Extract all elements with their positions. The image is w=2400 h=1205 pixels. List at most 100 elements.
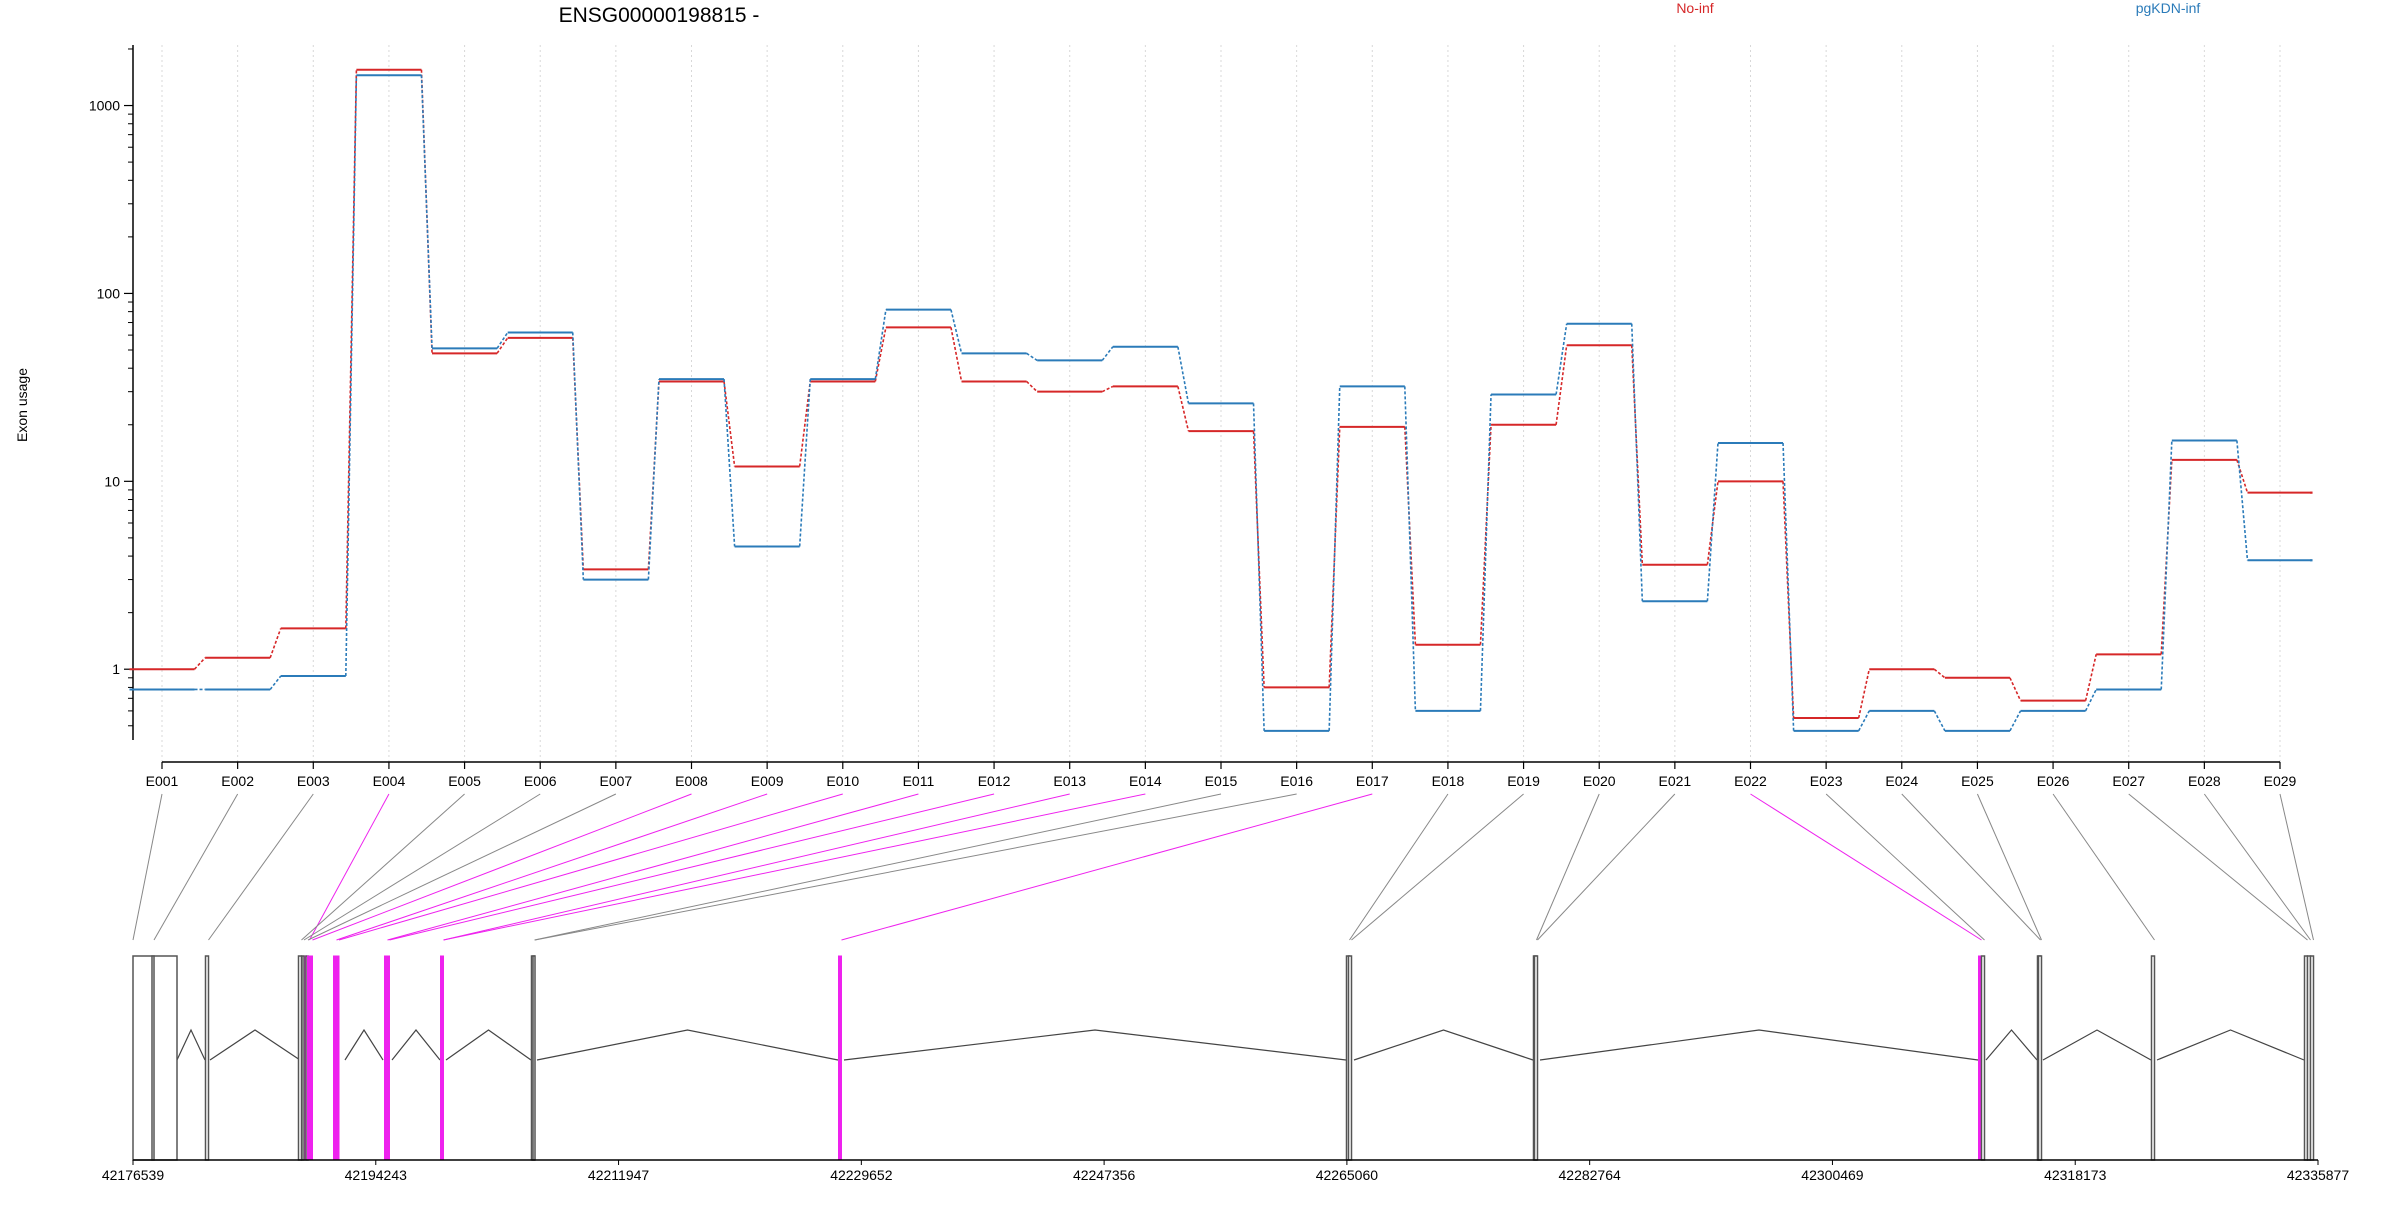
series-connector — [345, 75, 358, 677]
exon-block — [2037, 955, 2043, 1161]
exon-connector — [534, 793, 1297, 941]
series-connector — [950, 327, 963, 382]
exon-block — [2309, 955, 2315, 1161]
exon-connector — [443, 793, 1070, 941]
exon-connector — [303, 793, 541, 941]
exon-connector — [312, 793, 692, 941]
y-tick-label: 100 — [97, 285, 121, 301]
x-tick-label: E005 — [448, 773, 481, 789]
series-connector — [1026, 380, 1038, 393]
intron-line — [536, 1029, 839, 1061]
chart-title: ENSG00000198815 - — [559, 4, 760, 27]
exon-connector — [841, 793, 1373, 941]
series-connector — [1555, 323, 1568, 395]
exon-block — [440, 955, 444, 1161]
series-connector — [1857, 669, 1871, 719]
intron-line — [209, 1029, 301, 1061]
exon-connector — [1976, 793, 2042, 941]
exon-block — [838, 955, 842, 1161]
y-tick-label: 1 — [112, 661, 120, 677]
series-connector — [1555, 345, 1568, 425]
intron-line — [176, 1028, 206, 1061]
x-tick-label: E029 — [2264, 773, 2297, 789]
x-tick-label: E024 — [1885, 773, 1918, 789]
exon-block — [1533, 955, 1539, 1161]
series-connector — [1026, 352, 1038, 362]
series-connector — [2084, 654, 2097, 701]
x-tick-label: E012 — [978, 773, 1011, 789]
series-connector — [1706, 442, 1719, 602]
series-connector — [2236, 440, 2249, 561]
x-tick-label: E009 — [751, 773, 784, 789]
series-connector — [1101, 346, 1114, 361]
x-tick-label: E016 — [1280, 773, 1313, 789]
series-connector — [2009, 710, 2022, 732]
exon-block — [532, 955, 536, 1161]
exon-connector — [307, 793, 617, 941]
exon-connector — [387, 793, 919, 941]
exon-block — [151, 955, 155, 1161]
x-tick-label: E027 — [2112, 773, 2145, 789]
x-tick-label: E014 — [1129, 773, 1162, 789]
x-tick-label: E001 — [146, 773, 179, 789]
series-connector — [571, 332, 585, 580]
x-tick-label: E006 — [524, 773, 557, 789]
exon-connector — [301, 793, 465, 941]
series-connector — [496, 337, 509, 354]
x-tick-label: E008 — [675, 773, 708, 789]
x-tick-label: E011 — [903, 773, 935, 789]
series-connector — [1177, 346, 1190, 404]
x-tick-label: E020 — [1583, 773, 1616, 789]
genomic-tick-label: 42318173 — [2044, 1167, 2107, 1183]
exon-connector — [153, 793, 239, 941]
genomic-tick-label: 42194243 — [345, 1167, 408, 1183]
exon-block — [1347, 955, 1353, 1161]
x-tick-label: E025 — [1961, 773, 1994, 789]
series-connector — [1404, 426, 1417, 645]
series-connector — [1328, 426, 1341, 688]
series-connector — [1782, 442, 1795, 731]
series-connector — [2084, 689, 2097, 712]
exon-connector — [443, 793, 1146, 941]
x-tick-label: E007 — [600, 773, 633, 789]
genomic-tick-label: 42300469 — [1801, 1167, 1864, 1183]
series-connector — [2160, 440, 2173, 690]
x-tick-label: E002 — [221, 773, 254, 789]
genomic-tick-label: 42211947 — [588, 1167, 649, 1183]
x-tick-label: E019 — [1507, 773, 1540, 789]
series-connector — [1630, 323, 1644, 602]
y-tick-label: 10 — [104, 473, 120, 489]
exon-connector — [2128, 793, 2308, 941]
exon-block — [301, 955, 305, 1161]
exon-block — [333, 955, 337, 1161]
genomic-tick-label: 42265060 — [1316, 1167, 1379, 1183]
x-tick-label: E010 — [826, 773, 859, 789]
series-connector — [798, 379, 812, 547]
x-tick-label: E015 — [1205, 773, 1238, 789]
intron-line — [391, 1029, 441, 1061]
intron-line — [1985, 1029, 2038, 1061]
series-connector — [723, 381, 736, 467]
exon-connector — [2052, 793, 2155, 941]
genomic-tick-label: 42176539 — [102, 1167, 165, 1183]
series-connector — [269, 675, 282, 690]
exon-block — [297, 955, 303, 1161]
genomic-tick-label: 42229652 — [830, 1167, 893, 1183]
legend-entry: pgKDN-inf — [2136, 0, 2201, 16]
y-tick-label: 1000 — [89, 98, 120, 114]
intron-line — [843, 1029, 1347, 1061]
intron-line — [2042, 1029, 2152, 1061]
exon-block — [386, 955, 390, 1161]
exon-block — [2150, 955, 2156, 1161]
intron-line — [1539, 1029, 1979, 1061]
exon-connector — [1351, 793, 1524, 941]
series-connector — [496, 331, 509, 349]
exon-connector — [1536, 793, 1600, 941]
exon-block — [132, 955, 178, 1161]
y-axis-label: Exon usage — [14, 368, 30, 442]
intron-line — [445, 1029, 532, 1061]
exon-connector — [336, 793, 768, 941]
x-tick-label: E023 — [1810, 773, 1843, 789]
